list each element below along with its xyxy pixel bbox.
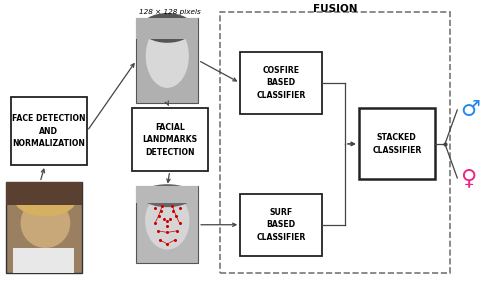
FancyBboxPatch shape [137,186,198,263]
FancyBboxPatch shape [240,52,322,114]
FancyBboxPatch shape [13,248,74,273]
Text: ♂: ♂ [460,100,480,120]
FancyBboxPatch shape [10,97,87,165]
FancyBboxPatch shape [240,194,322,256]
Ellipse shape [141,13,194,43]
FancyBboxPatch shape [137,18,198,39]
Text: STACKED
CLASSIFIER: STACKED CLASSIFIER [372,133,422,155]
Text: SURF
BASED
CLASSIFIER: SURF BASED CLASSIFIER [256,208,305,242]
Ellipse shape [21,198,70,248]
FancyBboxPatch shape [220,12,450,273]
FancyBboxPatch shape [5,182,82,205]
Ellipse shape [145,192,190,250]
Text: COSFIRE
BASED
CLASSIFIER: COSFIRE BASED CLASSIFIER [256,66,305,100]
FancyBboxPatch shape [358,109,435,179]
FancyBboxPatch shape [137,18,198,103]
Text: ♀: ♀ [460,168,476,188]
FancyBboxPatch shape [5,182,82,273]
FancyBboxPatch shape [132,109,208,171]
Text: 128 × 128 pixels: 128 × 128 pixels [139,9,200,15]
FancyBboxPatch shape [137,186,198,203]
Ellipse shape [141,184,194,207]
Text: FACIAL
LANDMARKS
DETECTION: FACIAL LANDMARKS DETECTION [142,123,198,157]
Text: FACE DETECTION
AND
NORMALIZATION: FACE DETECTION AND NORMALIZATION [12,114,86,148]
Text: FUSION: FUSION [313,3,357,13]
Ellipse shape [146,24,189,88]
Ellipse shape [15,184,76,216]
